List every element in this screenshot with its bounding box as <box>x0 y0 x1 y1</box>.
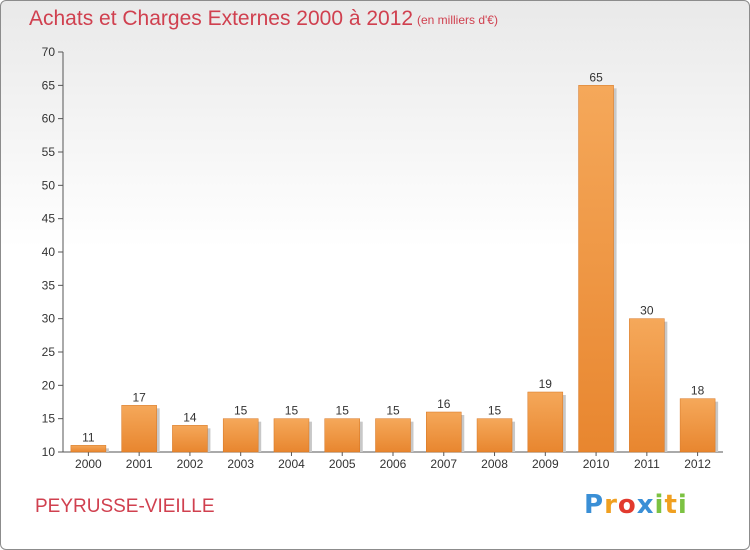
bar-value-label: 65 <box>589 70 603 84</box>
x-tick-label: 2005 <box>329 457 356 471</box>
chart-title: Achats et Charges Externes 2000 à 2012 <box>29 7 414 30</box>
bar-value-label: 30 <box>640 304 654 318</box>
y-tick-label: 15 <box>42 412 56 426</box>
bar <box>426 411 462 453</box>
bar <box>121 405 157 453</box>
x-tick-label: 2012 <box>684 457 711 471</box>
bar-value-label: 15 <box>285 404 299 418</box>
x-tick-label: 2001 <box>126 457 153 471</box>
proxiti-logo: Proxiti <box>584 490 688 520</box>
y-tick-label: 25 <box>42 345 56 359</box>
commune-name: PEYRUSSE-VIEILLE <box>35 496 215 517</box>
bar-value-label: 18 <box>691 384 705 398</box>
bar <box>324 418 360 453</box>
bar-value-label: 14 <box>183 410 197 424</box>
bar <box>222 418 259 453</box>
bar <box>679 398 716 453</box>
y-tick-label: 20 <box>42 378 56 392</box>
y-tick-label: 60 <box>42 112 56 126</box>
x-tick-label: 2002 <box>177 457 204 471</box>
chart-labels: 11 2000 17 2001 14 2002 15 2003 15 2004 15 2005 15 20… <box>75 70 711 471</box>
bar-value-label: 17 <box>132 390 146 404</box>
bar <box>375 418 411 453</box>
x-tick-label: 2011 <box>634 457 660 471</box>
y-tick-label: 45 <box>42 212 56 226</box>
bar <box>476 418 513 453</box>
logo-letter: P <box>584 490 605 520</box>
logo-letter: i <box>654 490 665 520</box>
x-tick-label: 2008 <box>481 457 508 471</box>
bar <box>629 318 665 453</box>
bar <box>273 418 310 453</box>
logo-letter: r <box>604 490 618 520</box>
chart-bars <box>70 85 719 453</box>
y-tick-label: 50 <box>42 178 56 192</box>
logo-letter: t <box>664 490 678 520</box>
x-tick-label: 2009 <box>532 457 559 471</box>
y-tick-label: 55 <box>42 145 56 159</box>
logo-letter: i <box>677 490 688 520</box>
bar-value-label: 15 <box>488 404 502 418</box>
x-tick-label: 2000 <box>75 457 102 471</box>
y-tick-label: 65 <box>42 78 56 92</box>
y-tick-label: 70 <box>42 45 56 59</box>
bar <box>527 391 564 453</box>
chart-unit: (en milliers d'€) <box>417 13 498 27</box>
bar-value-label: 11 <box>82 430 95 444</box>
bar-value-label: 15 <box>336 404 350 418</box>
y-tick-label: 10 <box>42 445 56 459</box>
bar-value-label: 19 <box>539 377 553 391</box>
bar <box>172 425 208 453</box>
x-tick-label: 2003 <box>227 457 254 471</box>
bar <box>578 85 614 453</box>
y-tick-label: 30 <box>42 312 56 326</box>
bar <box>70 445 107 453</box>
logo-letter: o <box>617 490 637 520</box>
bar-value-label: 15 <box>234 404 248 418</box>
x-tick-label: 2004 <box>278 457 305 471</box>
logo-letter: x <box>636 490 655 520</box>
x-tick-label: 2006 <box>380 457 407 471</box>
bar-value-label: 15 <box>386 404 400 418</box>
x-tick-label: 2010 <box>583 457 610 471</box>
y-tick-label: 40 <box>42 245 56 259</box>
bar-value-label: 16 <box>437 397 451 411</box>
y-tick-label: 35 <box>42 278 56 292</box>
x-tick-label: 2007 <box>430 457 457 471</box>
